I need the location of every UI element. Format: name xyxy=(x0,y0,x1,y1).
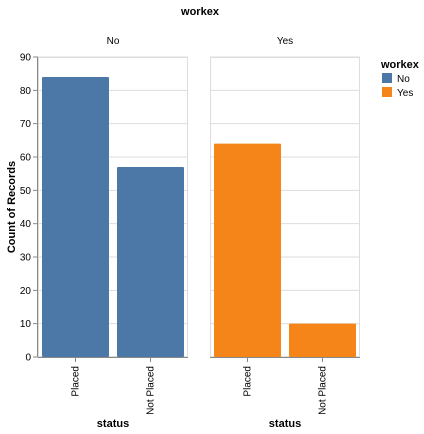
facet-header: No xyxy=(107,36,120,47)
bar-not-placed xyxy=(289,323,356,357)
facet-header: Yes xyxy=(277,36,293,47)
y-axis: 0 10 20 30 40 50 60 70 80 90 xyxy=(20,53,38,364)
legend-title: workex xyxy=(380,59,420,71)
x-tick-label: Placed xyxy=(243,366,254,397)
y-tick-label: 60 xyxy=(20,153,32,164)
y-tick-label: 90 xyxy=(20,53,32,64)
y-tick-label: 30 xyxy=(20,253,32,264)
legend: workex No Yes xyxy=(380,59,420,99)
panel-frame xyxy=(210,57,360,357)
facet-panel-yes: Yes Placed Not Placed status xyxy=(210,36,360,430)
chart-title: workex xyxy=(180,6,220,18)
legend-swatch xyxy=(382,73,392,83)
panel-frame xyxy=(38,57,188,357)
y-tick-label: 80 xyxy=(20,86,32,97)
y-tick-label: 50 xyxy=(20,186,32,197)
y-tick-label: 20 xyxy=(20,286,32,297)
x-axis-title: status xyxy=(97,418,129,430)
facet-panels: No Placed Not Placed status Yes Placed Not Pla… xyxy=(20,36,360,430)
legend-swatch xyxy=(382,87,392,97)
x-tick-label: Not Placed xyxy=(146,366,157,415)
y-tick-label: 70 xyxy=(20,119,32,130)
y-axis-title: Count of Records xyxy=(6,161,18,253)
legend-label: No xyxy=(397,74,410,85)
bar-not-placed xyxy=(117,167,184,357)
x-tick-label: Placed xyxy=(71,366,82,397)
legend-entries: No Yes xyxy=(382,73,413,99)
x-axis-title: status xyxy=(269,418,301,430)
y-tick-label: 0 xyxy=(25,353,31,364)
bar-placed xyxy=(214,143,281,357)
x-tick-label: Not Placed xyxy=(318,366,329,415)
facet-panel-no: No Placed Not Placed status xyxy=(38,36,188,430)
y-tick-label: 40 xyxy=(20,219,32,230)
y-tick-label: 10 xyxy=(20,319,32,330)
bar-placed xyxy=(42,77,109,357)
legend-label: Yes xyxy=(397,88,413,99)
